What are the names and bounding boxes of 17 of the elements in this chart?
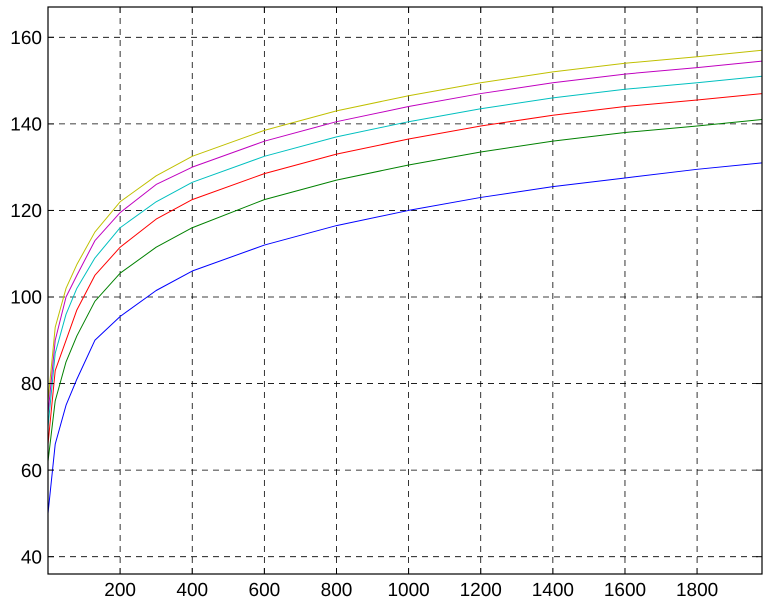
x-tick-label: 600 — [248, 580, 280, 601]
y-tick-label: 100 — [10, 288, 42, 309]
y-tick-label: 40 — [20, 547, 42, 568]
y-tick-label: 60 — [20, 460, 42, 482]
x-tick-label: 1000 — [387, 580, 430, 601]
x-tick-label: 1200 — [460, 580, 502, 601]
y-tick-label: 120 — [10, 201, 42, 222]
x-tick-label: 1800 — [676, 580, 718, 601]
y-tick-label: 80 — [20, 374, 42, 396]
y-tick-label: 160 — [10, 28, 42, 49]
x-tick-label: 800 — [320, 580, 352, 601]
line-series — [48, 162, 762, 514]
y-tick-label: 140 — [10, 114, 42, 136]
x-tick-label: 200 — [104, 580, 136, 601]
x-tick-label: 1600 — [604, 580, 646, 601]
x-tick-label: 1400 — [532, 580, 574, 601]
x-tick-label: 400 — [176, 580, 208, 601]
